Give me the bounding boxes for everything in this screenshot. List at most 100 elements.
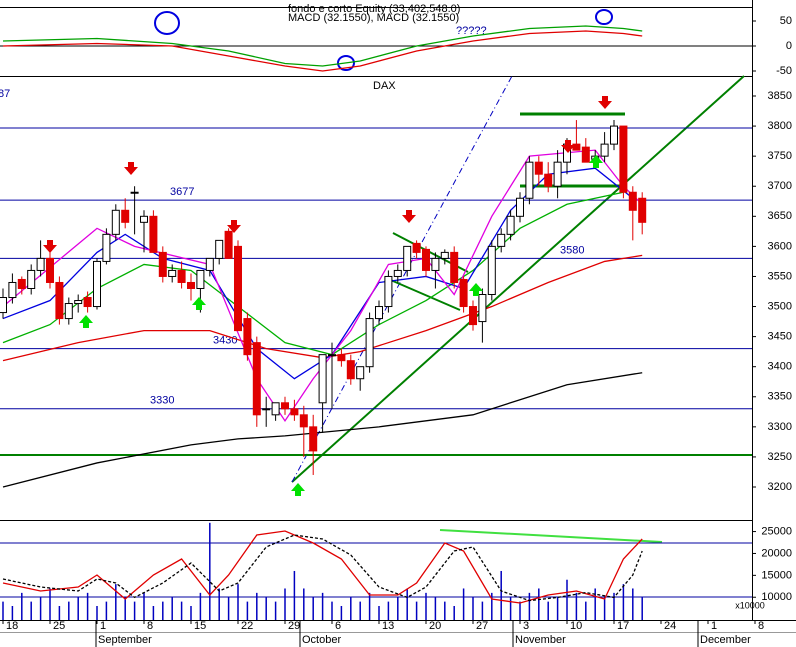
month-label: December (700, 634, 751, 646)
candle-body (196, 269, 205, 289)
candle-body (187, 281, 195, 289)
level-label: 3330 (150, 395, 174, 407)
candle-body (177, 269, 186, 283)
moving-average (2, 149, 643, 422)
candle-body (55, 281, 64, 320)
candle-body (299, 414, 308, 428)
candle-body (497, 233, 506, 247)
trendlines (0, 9, 752, 598)
candle-body (534, 161, 543, 175)
moving-average (2, 372, 643, 488)
stochastic-line (2, 530, 643, 604)
y-tick-label: 3500 (768, 300, 792, 312)
x-tick-label: 20 (429, 620, 441, 632)
candle-body (271, 402, 280, 416)
candle-body (243, 318, 252, 356)
candle-body (525, 161, 534, 199)
x-tick-label: 6 (335, 620, 341, 632)
candle-body (111, 209, 120, 235)
candle-body (262, 408, 271, 411)
y-tick-label: 25000 (761, 525, 792, 537)
candle-body (544, 173, 553, 187)
level-label: 3677 (170, 186, 194, 198)
month-label: November (515, 634, 566, 646)
indicator-title: MACD (32.1550), MACD (32.1550) (288, 12, 459, 24)
candle-body (158, 251, 167, 277)
x-tick-label: 18 (6, 620, 18, 632)
candle-body (309, 426, 318, 452)
candle-body (8, 281, 17, 299)
buy-arrow (79, 315, 93, 328)
frame (0, 0, 796, 633)
y-tick-label: 3350 (768, 391, 792, 403)
x-tick-label: 13 (382, 620, 394, 632)
y-tick-label: 3650 (768, 210, 792, 222)
candle-body (74, 300, 83, 305)
candle-body (412, 242, 421, 253)
level-label: 3430 (213, 335, 237, 347)
x-tick-label: 29 (288, 620, 300, 632)
equity-title: fondo e corto Equity (33,402,548.0) (288, 3, 460, 15)
candle-body (581, 146, 590, 163)
x-tick-label: 1 (711, 620, 717, 632)
candle-body (17, 278, 26, 289)
level-label: 3580 (560, 244, 584, 256)
y-tick-label: 3300 (768, 421, 792, 433)
unit-label: x10000 (735, 600, 765, 610)
x-tick-label: 17 (617, 620, 629, 632)
candle-body (393, 269, 402, 277)
candle-body (431, 257, 440, 271)
candle-body (628, 191, 637, 211)
candle-body (553, 161, 562, 187)
candle-body (375, 306, 383, 320)
candle-body (205, 257, 214, 271)
candle-body (168, 269, 177, 277)
candle-body (93, 260, 101, 308)
candle-body (281, 402, 289, 410)
candle-body (506, 215, 515, 235)
candle-body (384, 275, 393, 308)
y-tick-label: -50 (776, 65, 792, 77)
y-tick-label: 3550 (768, 270, 792, 282)
candle-body (619, 125, 628, 193)
y-tick-label: 3400 (768, 361, 792, 373)
candle-body (27, 269, 36, 289)
candle-body (487, 245, 496, 296)
sell-arrow (561, 140, 575, 153)
x-tick-label: 24 (664, 620, 676, 632)
x-tick-label: 22 (241, 620, 253, 632)
moving-average (2, 191, 624, 356)
y-tick-label: 3750 (768, 150, 792, 162)
candle-body (130, 191, 139, 194)
stochastic-line (2, 534, 643, 602)
y-tick-label: 3850 (768, 90, 792, 102)
candle-body (356, 366, 365, 380)
buy-arrow (192, 297, 206, 310)
sell-arrow (227, 220, 241, 233)
cut-label: 87 (0, 88, 10, 100)
x-tick-label: 3 (523, 620, 529, 632)
x-tick-label: 1 (100, 620, 106, 632)
candle-body (252, 342, 261, 416)
candle-body (422, 248, 430, 271)
x-tick-label: 25 (53, 620, 65, 632)
candle-body (290, 408, 299, 416)
candle-body (36, 257, 45, 271)
y-tick-label: 3800 (768, 120, 792, 132)
chart-title: DAX (373, 80, 396, 92)
x-tick-label: 8 (147, 620, 153, 632)
candle-body (403, 245, 412, 271)
candle-body (337, 354, 346, 362)
candle-body (365, 318, 374, 368)
candle-body (440, 251, 449, 259)
x-tick-label: 8 (758, 620, 764, 632)
candle-body (478, 294, 487, 323)
y-tick-label: 3700 (768, 180, 792, 192)
sell-arrow (124, 162, 138, 175)
y-tick-label: 0 (786, 40, 792, 52)
candle-body (64, 303, 73, 320)
candle-body (469, 306, 477, 326)
candle-body (215, 239, 224, 259)
